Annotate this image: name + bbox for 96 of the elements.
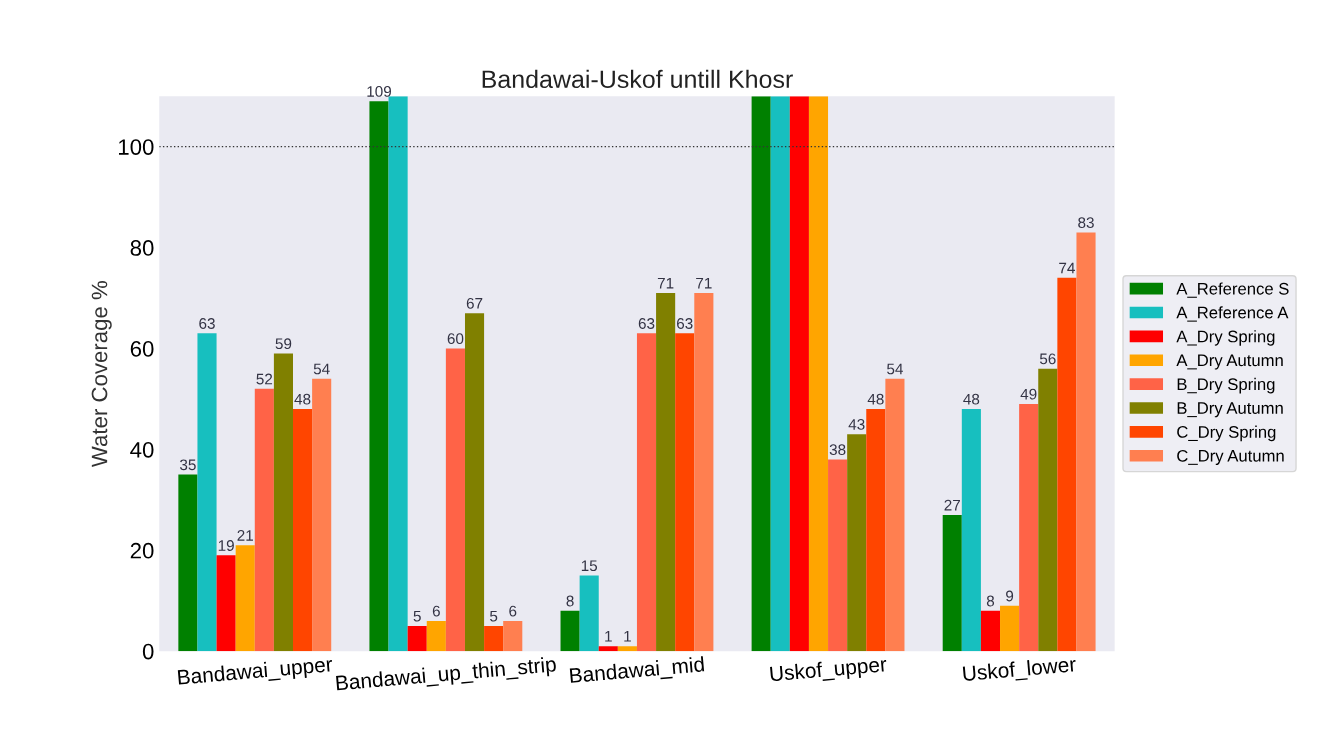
- y-tick-label: 0: [142, 643, 154, 660]
- data-label: 9: [1006, 590, 1014, 602]
- bar: [1000, 605, 1020, 652]
- bar: [579, 575, 599, 652]
- bar: [598, 646, 618, 652]
- bar: [178, 474, 198, 652]
- bar: [560, 610, 580, 652]
- data-label: 27: [944, 499, 960, 511]
- data-label: 5: [413, 610, 421, 622]
- data-label: 43: [848, 419, 865, 430]
- bar: [636, 333, 657, 652]
- bar: [828, 459, 848, 652]
- bar: [980, 610, 1001, 652]
- bar: [369, 101, 389, 652]
- x-tick-label: Uskof_upper: [769, 656, 888, 686]
- data-label: 35: [179, 459, 196, 471]
- bar: [273, 353, 293, 652]
- data-label: 109: [367, 86, 392, 97]
- bar: [617, 646, 637, 652]
- data-label: 1: [624, 631, 631, 642]
- bar: [961, 409, 981, 652]
- data-label: 48: [867, 393, 884, 405]
- data-label: 60: [447, 333, 464, 345]
- legend-label: A_Reference S: [1176, 282, 1289, 298]
- data-label: 71: [657, 277, 674, 289]
- data-label: 63: [677, 318, 693, 329]
- bar: [293, 409, 313, 652]
- legend-label: A_Dry Autumn: [1176, 354, 1283, 370]
- data-label: 8: [986, 595, 995, 607]
- x-tick-label: Bandawai_mid: [569, 656, 705, 687]
- bar: [503, 620, 523, 652]
- legend-label: A_Dry Spring: [1176, 330, 1275, 346]
- y-tick-label: 60: [130, 341, 154, 357]
- data-label: 63: [199, 318, 215, 329]
- bar: [426, 620, 446, 652]
- y-tick-label: 40: [130, 441, 154, 458]
- bar: [1057, 277, 1077, 652]
- bar: [216, 555, 236, 652]
- data-label: 56: [1039, 353, 1056, 365]
- bar: [484, 625, 504, 652]
- bar: [770, 96, 790, 652]
- bar: [1076, 232, 1096, 652]
- bar: [1019, 403, 1039, 652]
- data-label: 63: [638, 318, 655, 329]
- bar: [847, 434, 867, 652]
- bar: [694, 292, 714, 652]
- bar: [254, 388, 274, 652]
- bar: [407, 625, 427, 652]
- bar: [675, 333, 695, 652]
- bar: [808, 96, 829, 652]
- data-label: 5: [490, 610, 498, 622]
- bar: [464, 313, 485, 652]
- bar: [751, 96, 771, 652]
- x-tick-label: Bandawai_upper: [177, 656, 334, 689]
- bar: [197, 333, 217, 652]
- data-label: 83: [1078, 217, 1094, 229]
- data-label: 54: [887, 363, 903, 375]
- data-label: 15: [581, 560, 598, 572]
- bar: [388, 96, 408, 652]
- chart-title: Bandawai-Uskof untill Khosr: [482, 69, 793, 89]
- bar: [445, 348, 465, 652]
- y-tick-label: 80: [130, 240, 154, 256]
- legend-label: B_Dry Autumn: [1177, 402, 1283, 418]
- bar: [312, 378, 332, 652]
- data-label: 19: [218, 540, 234, 551]
- x-tick-label: Uskof_lower: [962, 656, 1077, 686]
- data-label: 52: [256, 373, 273, 385]
- data-label: 38: [829, 444, 846, 456]
- bar: [1038, 368, 1058, 652]
- data-label: 54: [313, 363, 330, 375]
- data-label: 74: [1059, 262, 1075, 274]
- x-tick-label: Bandawai_up_thin_strip: [335, 656, 557, 695]
- data-label: 48: [294, 393, 311, 405]
- legend-label: C_Dry Autumn: [1177, 449, 1284, 466]
- y-axis-title: Water Coverage %: [91, 281, 112, 468]
- data-label: 21: [237, 530, 253, 541]
- data-label: 49: [1020, 388, 1037, 400]
- data-label: 8: [566, 595, 574, 607]
- legend-label: A_Reference A: [1176, 306, 1289, 322]
- y-tick-label: 20: [130, 542, 154, 559]
- data-label: 6: [432, 605, 440, 617]
- bar: [656, 292, 676, 652]
- bar: [866, 409, 886, 652]
- data-label: 67: [466, 297, 483, 309]
- data-label: 1: [605, 631, 612, 642]
- bar: [885, 378, 905, 652]
- data-label: 6: [509, 605, 517, 617]
- bar: [942, 514, 962, 652]
- data-label: 71: [696, 277, 712, 289]
- bar: [789, 96, 809, 652]
- data-label: 59: [275, 338, 292, 350]
- legend-label: C_Dry Spring: [1177, 425, 1276, 442]
- bar: [235, 545, 255, 652]
- legend-label: B_Dry Spring: [1177, 377, 1275, 394]
- data-label: 48: [963, 393, 980, 405]
- y-tick-label: 100: [119, 139, 154, 155]
